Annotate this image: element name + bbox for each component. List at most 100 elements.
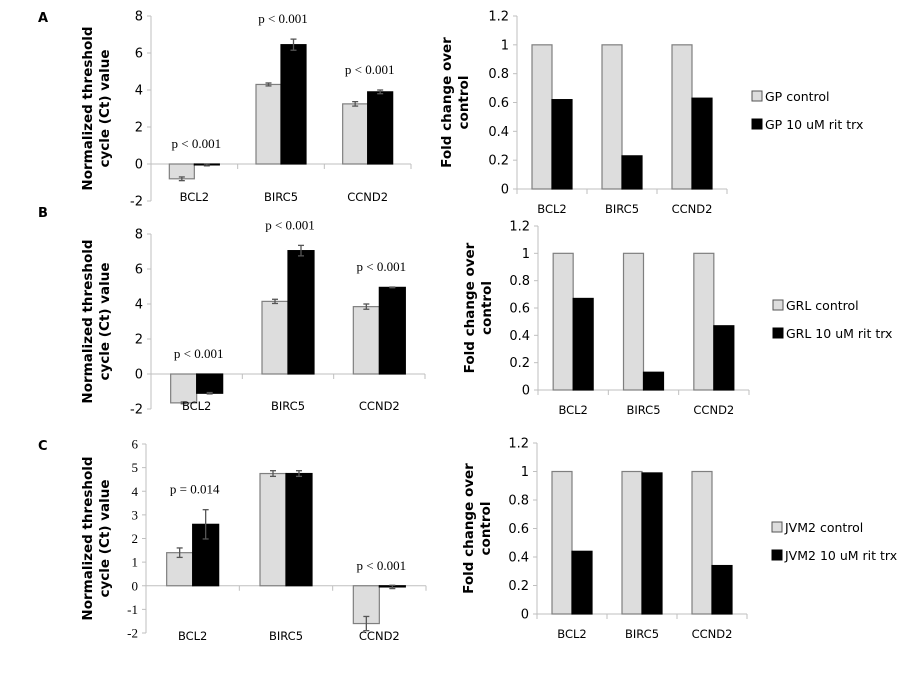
y-axis-label: Fold change overcontrol (462, 242, 495, 373)
bar-birc5-control (601, 44, 623, 190)
y-tick-label: -2 (130, 195, 143, 210)
bar-bcl2-treatment (196, 373, 224, 394)
x-tick-label: CCND2 (692, 627, 733, 641)
x-tick-label: BIRC5 (269, 629, 303, 643)
y-axis-label: Normalized thresholdcycle (Ct) value (80, 26, 113, 190)
y-tick-label: 0 (135, 368, 143, 383)
y-tick-label: -2 (130, 403, 143, 418)
bar-bcl2-control (551, 470, 573, 615)
p-value-annotation: p < 0.001 (258, 11, 308, 26)
legend-swatch-treatment (772, 327, 784, 339)
y-axis-label: Normalized thresholdcycle (Ct) value (80, 239, 113, 403)
y-tick-label: 1 (521, 465, 529, 480)
y-tick-label: 1 (522, 247, 530, 262)
y-tick-label: 6 (132, 437, 139, 452)
p-value-annotation: p < 0.001 (357, 558, 407, 573)
legend-label: JVM2 control (784, 520, 863, 535)
panel-label-a: A (38, 11, 48, 26)
y-axis-label-line: Fold change over (461, 463, 477, 594)
y-tick-label: 0.2 (488, 154, 509, 169)
y-tick-label: 0.8 (509, 274, 530, 289)
x-tick-label: BIRC5 (264, 190, 298, 204)
y-tick-label: 2 (135, 333, 143, 348)
chart-panel-b-left: -2 0 2 4 6 8 Normalized thresholdcycle (Ct) va… (80, 217, 426, 418)
y-axis-label-line: Normalized threshold (80, 239, 96, 403)
y-axis-label-line: Fold change over (439, 37, 455, 168)
bar-ccnd2-treatment (691, 97, 713, 190)
bar-ccnd2-control (671, 44, 693, 190)
x-tick-label: BCL2 (180, 190, 209, 204)
y-tick-label: 0.8 (488, 67, 509, 82)
x-tick-label: CCND2 (359, 399, 400, 413)
x-tick-label: BCL2 (178, 629, 207, 643)
x-tick-label: CCND2 (359, 629, 400, 643)
bar-ccnd2-control (352, 306, 380, 375)
y-tick-label: 8 (135, 10, 143, 25)
y-axis-label: Fold change overcontrol (439, 37, 472, 168)
x-tick-label: BIRC5 (625, 627, 659, 641)
bar-birc5-control (259, 472, 287, 587)
legend-label: GP control (765, 89, 830, 104)
y-axis-label-line: cycle (Ct) value (97, 263, 113, 381)
panel-label-b: B (38, 206, 48, 221)
y-axis-label-line: control (478, 502, 494, 556)
x-tick-label: CCND2 (672, 202, 713, 216)
x-tick-label: BCL2 (558, 403, 587, 417)
y-axis-label-line: Fold change over (462, 242, 478, 373)
bar-birc5-control (621, 470, 643, 615)
y-axis-label-line: control (479, 281, 495, 335)
legend-swatch-control (772, 299, 784, 311)
x-tick-label: BIRC5 (271, 399, 305, 413)
y-tick-label: 6 (135, 263, 143, 278)
y-tick-label: 4 (132, 484, 139, 499)
y-tick-label: -1 (127, 602, 138, 617)
y-tick-label: 0.4 (508, 551, 529, 566)
bar-bcl2-control (531, 44, 553, 190)
bar-ccnd2-control (342, 103, 369, 165)
legend-label: GRL control (786, 298, 859, 313)
y-tick-label: 1.2 (509, 220, 530, 235)
bar-ccnd2-control (693, 252, 715, 391)
y-axis-label-line: Normalized threshold (80, 26, 96, 190)
y-tick-label: 0.6 (488, 96, 509, 111)
bar-birc5-control (261, 300, 289, 375)
x-tick-label: CCND2 (347, 190, 388, 204)
bar-ccnd2-treatment (713, 325, 735, 391)
x-tick-label: CCND2 (693, 403, 734, 417)
p-value-annotation: p = 0.014 (170, 482, 220, 497)
legend-swatch-control (771, 521, 783, 533)
y-axis-label-line: control (456, 76, 472, 130)
y-axis-label-line: cycle (Ct) value (97, 480, 113, 598)
y-tick-label: 2 (135, 121, 143, 136)
y-tick-label: -2 (127, 626, 138, 641)
y-tick-label: 6 (135, 47, 143, 62)
bar-bcl2-treatment (571, 550, 593, 615)
chart-panel-c-right: 0 0.2 0.4 0.6 0.8 1 1.2 Fold change overcontrol… (461, 437, 897, 642)
legend-label: GP 10 uM rit trx (765, 117, 863, 132)
bar-birc5-treatment (285, 472, 313, 587)
bar-birc5-treatment (287, 250, 315, 375)
y-tick-label: 0.4 (509, 329, 530, 344)
y-tick-label: 0 (132, 578, 139, 593)
bar-ccnd2-treatment (378, 286, 406, 375)
y-tick-label: 1.2 (508, 437, 529, 452)
y-axis-label: Normalized thresholdcycle (Ct) value (80, 456, 113, 620)
p-value-annotation: p < 0.001 (172, 136, 222, 151)
y-tick-label: 0.8 (508, 494, 529, 509)
bar-birc5-treatment (641, 472, 663, 615)
bar-bcl2-control (552, 252, 574, 391)
bar-birc5-treatment (280, 44, 307, 165)
y-tick-label: 0.6 (508, 522, 529, 537)
y-tick-label: 4 (135, 84, 143, 99)
y-tick-label: 0 (501, 183, 509, 198)
bar-ccnd2-control (691, 470, 713, 615)
chart-panel-c-left: -2 -1 0 1 2 3 4 5 6 Normalized thresholdcycle (Ct… (80, 437, 427, 643)
chart-panel-a-left: -2 0 2 4 6 8 Normalized thresholdcycle (Ct) va… (80, 10, 412, 210)
chart-panel-a-right: 0 0.2 0.4 0.6 0.8 1 1.2 Fold change overcontrol… (439, 10, 863, 217)
bar-birc5-control (622, 252, 645, 391)
chart-panel-b-right: 0 0.2 0.4 0.6 0.8 1 1.2 Fold change overcontrol… (462, 220, 892, 418)
p-value-annotation: p < 0.001 (174, 346, 224, 361)
x-tick-label: BCL2 (557, 627, 586, 641)
y-axis-label-line: cycle (Ct) value (97, 50, 113, 168)
